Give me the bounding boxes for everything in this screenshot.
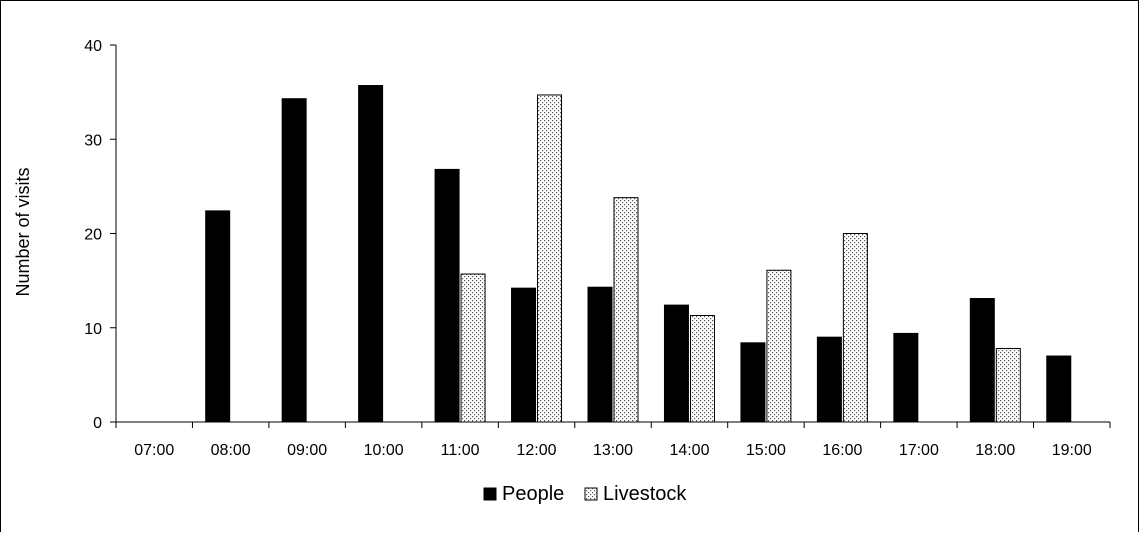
x-tick-label: 07:00	[134, 442, 174, 459]
x-tick-label: 12:00	[517, 442, 557, 459]
people-bar	[587, 286, 613, 423]
legend: People Livestock	[483, 483, 687, 505]
livestock-bar	[766, 269, 792, 423]
x-axis: 07:00 08:00 09:00 10:00 11:00 12:00 13:00 14:00…	[115, 421, 1111, 459]
people-bar	[893, 332, 919, 423]
people-bar	[281, 98, 307, 423]
y-tick-label: 0	[93, 415, 102, 432]
livestock-bar	[537, 94, 563, 423]
y-tick-label: 10	[84, 321, 102, 338]
legend-swatch-livestock	[584, 487, 598, 501]
people-bar	[740, 342, 766, 423]
x-tick-label: 19:00	[1052, 442, 1092, 459]
x-tick-label: 15:00	[746, 442, 786, 459]
people-bar	[511, 287, 537, 423]
people-bar	[358, 85, 384, 423]
people-bar	[969, 298, 995, 423]
people-bar	[434, 168, 460, 423]
y-tick-label: 40	[84, 38, 102, 55]
x-tick-label: 18:00	[975, 442, 1015, 459]
legend-label-people: People	[502, 483, 564, 505]
y-tick-label: 20	[84, 227, 102, 244]
livestock-bar	[689, 314, 715, 423]
livestock-bar	[460, 273, 486, 423]
x-tick-label: 16:00	[822, 442, 862, 459]
x-tick-label: 17:00	[899, 442, 939, 459]
livestock-bar	[842, 233, 868, 423]
x-tick-label: 09:00	[287, 442, 327, 459]
y-axis-title: Number of visits	[13, 167, 33, 296]
x-tick-label: 08:00	[211, 442, 251, 459]
x-tick-label: 11:00	[441, 442, 480, 459]
x-tick-label: 13:00	[593, 442, 633, 459]
bars	[205, 85, 1072, 423]
people-bar	[663, 304, 689, 423]
people-bar	[1046, 355, 1072, 423]
x-tick-label: 14:00	[669, 442, 709, 459]
legend-swatch-people	[483, 487, 497, 501]
people-bar	[205, 210, 231, 423]
livestock-bar	[613, 197, 639, 423]
people-bar	[816, 336, 842, 423]
livestock-bar	[995, 347, 1021, 423]
x-tick-label: 10:00	[364, 442, 404, 459]
y-axis: 0 10 20 30 40	[84, 38, 117, 432]
y-tick-label: 30	[84, 132, 102, 149]
legend-label-livestock: Livestock	[603, 483, 687, 505]
